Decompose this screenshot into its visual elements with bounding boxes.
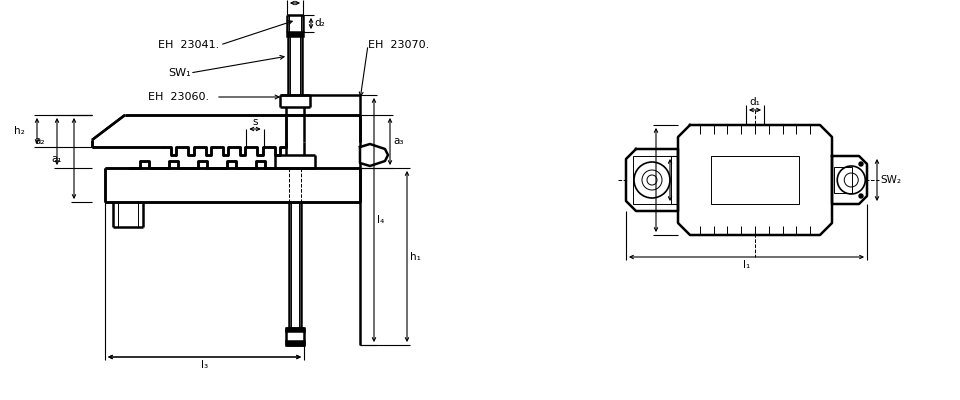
Text: SW₂: SW₂ (880, 175, 901, 185)
Text: a₃: a₃ (393, 136, 403, 146)
Text: EH  23041.: EH 23041. (158, 40, 219, 50)
Circle shape (859, 194, 863, 198)
Text: SW₁: SW₁ (168, 68, 191, 78)
Text: h₂: h₂ (14, 126, 25, 136)
Text: a₁: a₁ (52, 154, 62, 164)
Text: b₁: b₁ (642, 175, 653, 185)
Polygon shape (360, 144, 388, 166)
Text: a₂: a₂ (35, 136, 45, 146)
Text: h₁: h₁ (410, 252, 420, 262)
Polygon shape (626, 149, 678, 211)
Text: l₂: l₂ (292, 0, 299, 1)
Text: EH  23070.: EH 23070. (368, 40, 429, 50)
Text: l₄: l₄ (377, 215, 384, 225)
Bar (711, 156, 799, 204)
Text: l₁: l₁ (743, 260, 750, 270)
Bar (287, 32, 303, 36)
Bar (286, 341, 304, 345)
Bar (633, 156, 671, 204)
Text: d₁: d₁ (750, 97, 760, 107)
Bar (834, 167, 852, 193)
Polygon shape (105, 168, 360, 202)
Text: l₃: l₃ (0, 399, 1, 400)
Polygon shape (92, 115, 360, 147)
Text: l₃: l₃ (201, 360, 208, 370)
Circle shape (859, 162, 863, 166)
Text: s: s (252, 117, 257, 127)
Polygon shape (832, 156, 867, 204)
Polygon shape (678, 125, 832, 235)
Text: d₂: d₂ (314, 18, 324, 28)
Bar (286, 328, 304, 331)
Text: l₃: l₃ (0, 399, 1, 400)
Text: EH  23060.: EH 23060. (148, 92, 209, 102)
Text: b₂: b₂ (657, 175, 667, 185)
